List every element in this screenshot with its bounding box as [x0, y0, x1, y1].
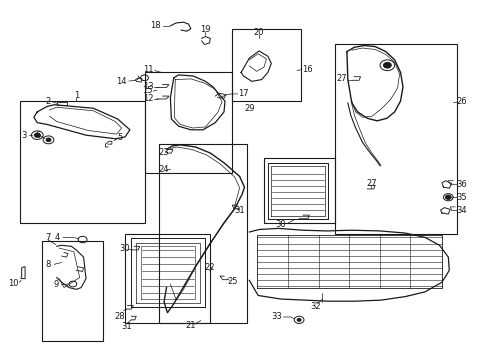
Text: 25: 25 — [226, 276, 237, 285]
Text: 18: 18 — [150, 21, 161, 30]
Text: 26: 26 — [455, 97, 466, 106]
Circle shape — [34, 133, 40, 137]
Bar — [20, 101, 144, 223]
Text: 10: 10 — [8, 279, 18, 288]
Text: 32: 32 — [309, 302, 320, 311]
Text: 13: 13 — [143, 82, 153, 91]
Circle shape — [46, 138, 51, 141]
Text: 11: 11 — [142, 65, 153, 74]
Text: 5: 5 — [117, 133, 122, 142]
Bar — [125, 234, 210, 323]
Text: 33: 33 — [270, 312, 281, 321]
Text: 14: 14 — [116, 77, 126, 86]
Bar — [144, 72, 232, 173]
Text: 8: 8 — [46, 260, 51, 269]
Text: 20: 20 — [253, 28, 264, 37]
Text: 19: 19 — [200, 25, 210, 34]
Text: 21: 21 — [185, 321, 196, 330]
Text: 27: 27 — [336, 75, 346, 84]
Circle shape — [383, 62, 390, 68]
Text: 16: 16 — [301, 65, 312, 74]
Text: 22: 22 — [203, 264, 214, 273]
Text: 35: 35 — [455, 193, 466, 202]
Text: 9: 9 — [53, 280, 58, 289]
Text: 15: 15 — [142, 86, 152, 95]
Text: 31: 31 — [121, 322, 132, 331]
Text: 4: 4 — [54, 233, 59, 242]
Text: 36: 36 — [455, 180, 466, 189]
Text: 30: 30 — [120, 244, 130, 253]
Text: 17: 17 — [238, 89, 248, 98]
Bar — [159, 144, 246, 323]
Text: 2: 2 — [46, 96, 51, 105]
Text: 28: 28 — [115, 312, 125, 321]
Text: 3: 3 — [21, 131, 27, 140]
Text: 30: 30 — [275, 220, 286, 229]
Text: 6: 6 — [35, 131, 41, 140]
Text: 29: 29 — [244, 104, 254, 113]
Text: 23: 23 — [159, 148, 169, 157]
Text: 24: 24 — [159, 165, 169, 174]
Text: 31: 31 — [234, 206, 244, 215]
Circle shape — [445, 195, 450, 199]
Circle shape — [297, 319, 301, 321]
Text: 12: 12 — [143, 94, 153, 103]
Text: 27: 27 — [365, 179, 376, 188]
Bar — [232, 30, 300, 101]
Text: 34: 34 — [455, 206, 466, 215]
Bar — [42, 241, 103, 341]
Text: 1: 1 — [74, 91, 79, 100]
Bar — [264, 158, 334, 223]
Text: 7: 7 — [45, 233, 51, 242]
Bar — [334, 44, 456, 234]
